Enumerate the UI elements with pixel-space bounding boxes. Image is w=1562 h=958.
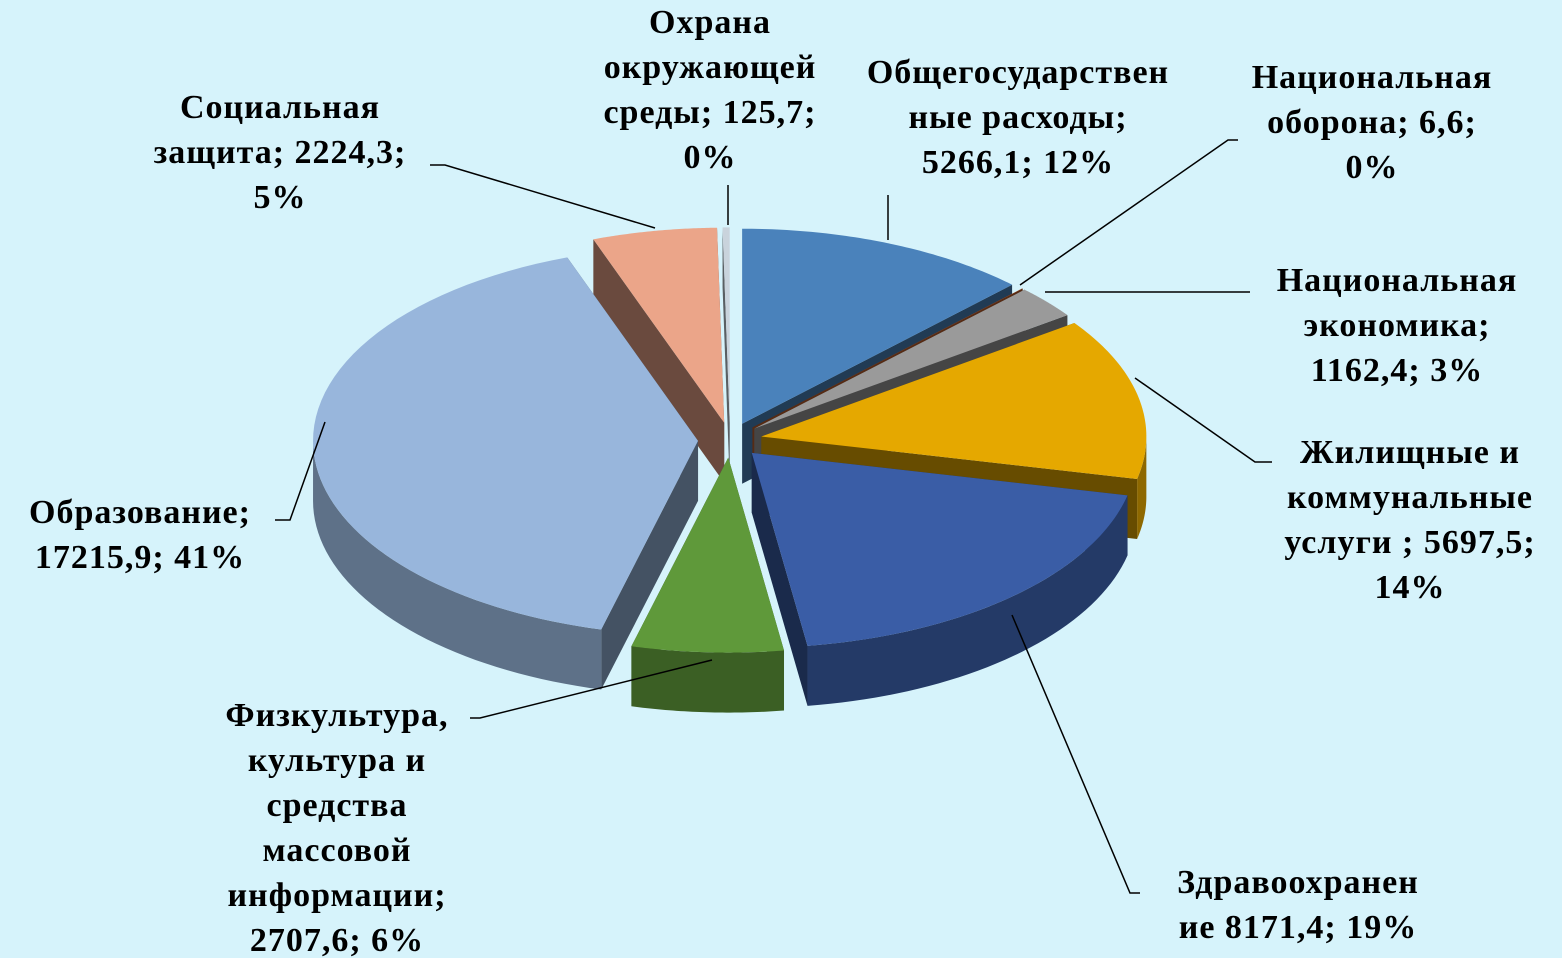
data-label: оборона; 6,6; [1267,104,1477,141]
slice-wall [751,452,808,706]
data-label: Жилищные и [1300,434,1520,471]
data-labels: Общегосударствен ные расходы; 5266,1; 12% Н… [29,4,1535,958]
data-label: Охрана [649,4,771,41]
leader-line [1011,614,1140,894]
slice-side [807,495,1128,706]
data-label: 0% [1346,149,1399,186]
slice [313,257,699,690]
slice-top [752,288,1023,428]
pie [313,227,1147,713]
data-label: 1162,4; 3% [1311,352,1483,389]
slice-top [313,257,699,630]
data-label: Национальная [1252,59,1493,96]
data-label: экономика; [1304,307,1491,344]
data-label: услуги ; 5697,5; [1284,524,1535,561]
data-label: Национальная [1277,262,1518,299]
data-label: культура и [248,742,426,779]
data-label: средства [267,787,408,824]
slice-side [313,440,602,690]
slice-wall [593,239,725,483]
data-label: среды; 125,7; [603,94,816,131]
data-label: массовой [263,832,412,869]
data-label: 5266,1; 12% [922,144,1114,181]
slice [722,227,730,483]
slice [593,227,725,483]
data-label: защита; 2224,3; [154,134,407,171]
data-label: ные расходы; [908,99,1127,136]
data-label: 0% [684,139,737,176]
slice-top [722,227,730,423]
slice-wall [601,440,699,690]
data-label: 2707,6; 6% [250,922,424,958]
data-label: коммунальные [1287,479,1533,516]
slice-top [761,323,1147,479]
data-label: 17215,9; 41% [35,539,245,576]
data-label: Здравоохранен [1177,864,1419,901]
data-label: окружающей [604,49,817,86]
slice-top [742,228,1013,424]
leader-line [1134,377,1272,463]
slice-top [754,289,1068,429]
slice-side [631,646,785,713]
slice-wall [722,227,730,483]
slice-top [631,457,785,653]
slice [751,452,1128,706]
data-label: Социальная [180,89,380,126]
data-label: 14% [1375,569,1446,606]
slice-side [1137,436,1147,539]
data-label: Физкультура, [225,697,448,734]
leader-line [275,421,326,521]
data-label: Общегосударствен [867,54,1169,91]
leader-line [1019,139,1238,286]
data-label: ие 8171,4; 19% [1179,909,1418,946]
slice-top [593,227,725,423]
data-label: Образование; [29,494,251,531]
leader-lines [275,139,1272,894]
data-label: 5% [254,179,307,216]
slice-top [751,452,1128,646]
leader-line [430,164,656,229]
data-label: информации; [227,877,446,914]
leader-line [470,659,713,719]
slice [631,457,785,713]
